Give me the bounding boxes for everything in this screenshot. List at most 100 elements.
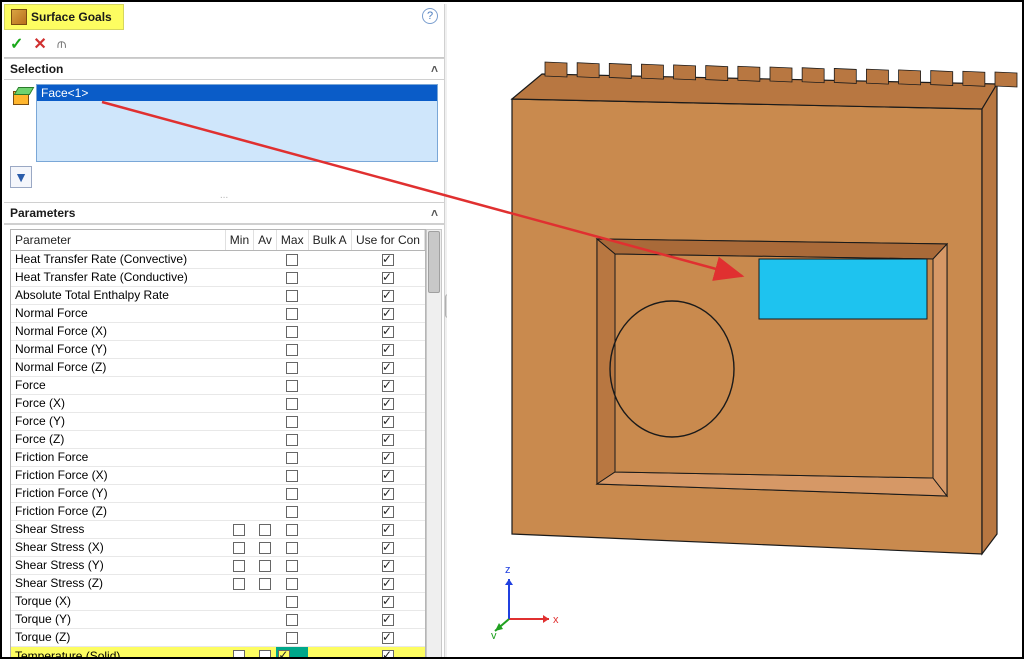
checkbox-icon[interactable] [286, 470, 298, 482]
param-checkbox-cell[interactable] [351, 466, 424, 484]
param-checkbox-cell[interactable] [351, 448, 424, 466]
help-icon[interactable]: ? [422, 8, 438, 24]
param-checkbox-cell[interactable] [276, 394, 308, 412]
checkbox-icon[interactable] [286, 632, 298, 644]
param-checkbox-cell[interactable] [225, 592, 253, 610]
param-checkbox-cell[interactable] [225, 286, 253, 304]
param-checkbox-cell[interactable] [351, 502, 424, 520]
param-checkbox-cell[interactable] [351, 250, 424, 268]
checkbox-icon[interactable] [382, 434, 394, 446]
param-checkbox-cell[interactable] [308, 484, 351, 502]
col-min[interactable]: Min [225, 230, 253, 250]
param-checkbox-cell[interactable] [351, 304, 424, 322]
param-checkbox-cell[interactable] [308, 646, 351, 657]
checkbox-icon[interactable] [286, 290, 298, 302]
param-checkbox-cell[interactable] [225, 376, 253, 394]
checkbox-icon[interactable] [382, 254, 394, 266]
param-checkbox-cell[interactable] [225, 322, 253, 340]
param-checkbox-cell[interactable] [351, 538, 424, 556]
param-checkbox-cell[interactable] [276, 268, 308, 286]
table-row[interactable]: Force (Y) [11, 412, 425, 430]
table-row[interactable]: Normal Force (X) [11, 322, 425, 340]
param-checkbox-cell[interactable] [225, 448, 253, 466]
checkbox-icon[interactable] [286, 488, 298, 500]
checkbox-icon[interactable] [286, 452, 298, 464]
checkbox-icon[interactable] [382, 596, 394, 608]
param-checkbox-cell[interactable] [254, 322, 277, 340]
table-row[interactable]: Shear Stress (Y) [11, 556, 425, 574]
param-checkbox-cell[interactable] [254, 592, 277, 610]
param-checkbox-cell[interactable] [276, 322, 308, 340]
param-checkbox-cell[interactable] [308, 448, 351, 466]
table-row[interactable]: Friction Force (X) [11, 466, 425, 484]
checkbox-icon[interactable] [259, 578, 271, 590]
checkbox-icon[interactable] [286, 380, 298, 392]
param-checkbox-cell[interactable] [254, 286, 277, 304]
param-checkbox-cell[interactable] [254, 304, 277, 322]
param-checkbox-cell[interactable] [308, 628, 351, 646]
param-checkbox-cell[interactable] [276, 484, 308, 502]
param-checkbox-cell[interactable] [225, 268, 253, 286]
checkbox-icon[interactable] [382, 398, 394, 410]
param-checkbox-cell[interactable] [254, 646, 277, 657]
checkbox-icon[interactable] [286, 542, 298, 554]
param-checkbox-cell[interactable] [225, 538, 253, 556]
param-checkbox-cell[interactable] [351, 574, 424, 592]
param-checkbox-cell[interactable] [308, 304, 351, 322]
checkbox-icon[interactable] [382, 632, 394, 644]
col-use[interactable]: Use for Con [351, 230, 424, 250]
param-checkbox-cell[interactable] [308, 538, 351, 556]
filter-button[interactable]: ▼ [10, 166, 32, 188]
param-checkbox-cell[interactable] [276, 628, 308, 646]
param-checkbox-cell[interactable] [254, 250, 277, 268]
param-checkbox-cell[interactable] [225, 430, 253, 448]
checkbox-icon[interactable] [382, 578, 394, 590]
resize-handle[interactable]: ∙∙∙ [4, 194, 444, 202]
param-checkbox-cell[interactable] [254, 466, 277, 484]
param-checkbox-cell[interactable] [308, 250, 351, 268]
selection-list[interactable]: Face<1> [36, 84, 438, 162]
checkbox-icon[interactable] [286, 506, 298, 518]
parameters-scrollbar[interactable] [426, 229, 442, 657]
param-checkbox-cell[interactable] [276, 610, 308, 628]
checkbox-icon[interactable] [382, 380, 394, 392]
checkbox-icon[interactable] [259, 650, 271, 657]
checkbox-icon[interactable] [382, 362, 394, 374]
param-checkbox-cell[interactable] [351, 358, 424, 376]
checkbox-icon[interactable] [233, 560, 245, 572]
param-checkbox-cell[interactable] [351, 268, 424, 286]
param-checkbox-cell[interactable] [254, 358, 277, 376]
param-checkbox-cell[interactable] [254, 520, 277, 538]
col-bulk[interactable]: Bulk A [308, 230, 351, 250]
param-checkbox-cell[interactable] [308, 592, 351, 610]
table-row[interactable]: Shear Stress [11, 520, 425, 538]
col-av[interactable]: Av [254, 230, 277, 250]
param-checkbox-cell[interactable] [276, 412, 308, 430]
param-checkbox-cell[interactable] [351, 484, 424, 502]
param-checkbox-cell[interactable] [254, 538, 277, 556]
param-checkbox-cell[interactable] [225, 574, 253, 592]
param-checkbox-cell[interactable] [254, 376, 277, 394]
checkbox-icon[interactable] [286, 560, 298, 572]
param-checkbox-cell[interactable] [254, 556, 277, 574]
param-checkbox-cell[interactable] [276, 592, 308, 610]
checkbox-icon[interactable] [382, 470, 394, 482]
param-checkbox-cell[interactable] [351, 520, 424, 538]
param-checkbox-cell[interactable] [308, 394, 351, 412]
checkbox-icon[interactable] [286, 416, 298, 428]
checkbox-icon[interactable] [259, 542, 271, 554]
param-checkbox-cell[interactable] [351, 610, 424, 628]
param-checkbox-cell[interactable] [351, 592, 424, 610]
param-checkbox-cell[interactable] [351, 394, 424, 412]
param-checkbox-cell[interactable] [308, 376, 351, 394]
face-selection-icon[interactable] [10, 86, 30, 106]
param-checkbox-cell[interactable] [351, 646, 424, 657]
param-checkbox-cell[interactable] [225, 412, 253, 430]
param-checkbox-cell[interactable] [254, 610, 277, 628]
checkbox-icon[interactable] [382, 416, 394, 428]
param-checkbox-cell[interactable] [308, 430, 351, 448]
param-checkbox-cell[interactable] [225, 304, 253, 322]
param-checkbox-cell[interactable] [308, 574, 351, 592]
param-checkbox-cell[interactable] [225, 502, 253, 520]
param-checkbox-cell[interactable] [254, 448, 277, 466]
